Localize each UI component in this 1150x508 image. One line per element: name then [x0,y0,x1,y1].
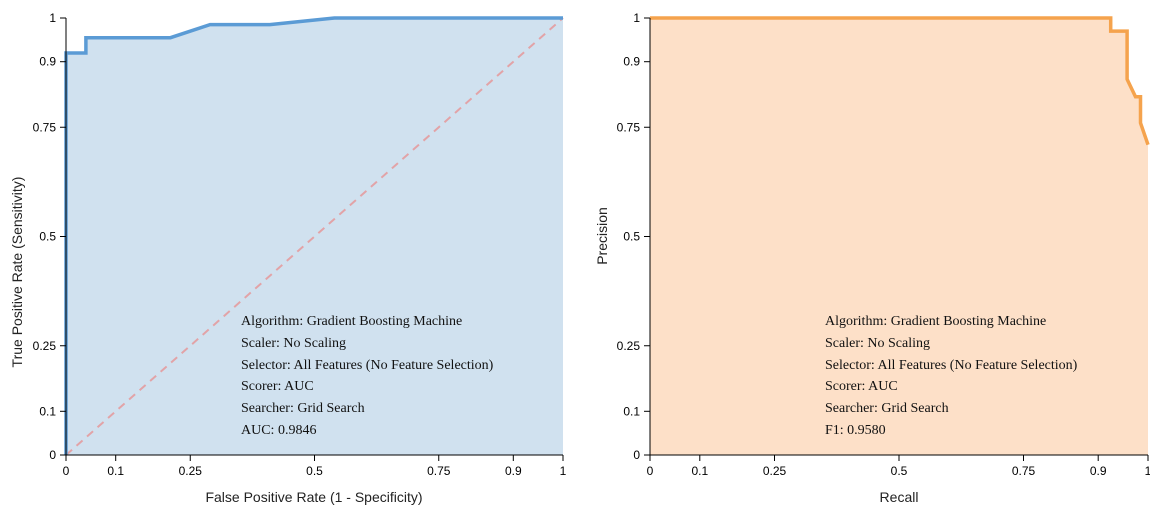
roc-annotation-algorithm: Algorithm: Gradient Boosting Machine [241,314,462,329]
pr-x-tick-label: 1 [1145,464,1150,478]
pr-annotation-block: Algorithm: Gradient Boosting Machine Sca… [825,314,1078,438]
roc-ticks: 0 0.1 0.25 0.5 0.75 0.9 1 0 0.1 0.25 0.5 0.75 0.9 1 [33,11,567,478]
pr-ticks: 0 0.1 0.25 0.5 0.75 0.9 1 0 0.1 0.25 0.5 0.75 0.9 1 [617,11,1150,478]
pr-y-tick-label: 0 [633,448,640,462]
pr-curve-line [650,16,1150,146]
roc-y-tick-label: 1 [49,11,56,25]
roc-x-tick-label: 0.1 [107,464,124,478]
pr-annotation-scorer: Scorer: AUC [825,379,898,394]
roc-x-tick-label: 0.75 [427,464,451,478]
pr-y-axis-title: Precision [594,207,610,265]
pr-x-tick-label: 0.9 [1090,464,1107,478]
roc-x-tick-label: 1 [560,464,567,478]
pr-y-tick-label: 0.9 [623,55,640,69]
pr-annotation-algorithm: Algorithm: Gradient Boosting Machine [825,314,1046,329]
pr-annotation-selector: Selector: All Features (No Feature Selec… [825,358,1078,373]
roc-annotation-selector: Selector: All Features (No Feature Selec… [241,358,494,373]
pr-y-tick-label: 0.5 [623,230,640,244]
pr-x-axis-title: Recall [880,489,919,505]
roc-y-tick-label: 0.5 [39,230,56,244]
roc-annotation-block: Algorithm: Gradient Boosting Machine Sca… [241,314,494,438]
pr-annotation-f1: F1: 0.9580 [825,423,886,438]
pr-x-tick-label: 0.75 [1012,464,1036,478]
roc-y-tick-label: 0.75 [33,120,57,134]
pr-x-tick-label: 0.5 [891,464,908,478]
pr-x-tick-label: 0.25 [763,464,787,478]
roc-chance-diagonal [65,17,564,456]
roc-y-tick-label: 0.1 [39,404,56,418]
pr-x-tick-label: 0.1 [691,464,708,478]
roc-chart: 0 0.1 0.25 0.5 0.75 0.9 1 0 0.1 0.25 0.5 0.75 0.9 1 F… [9,11,567,505]
roc-y-axis-title: True Positive Rate (Sensitivity) [9,177,25,368]
roc-y-tick-label: 0.9 [39,55,56,69]
roc-x-tick-label: 0 [63,464,70,478]
pr-y-tick-label: 0.25 [617,339,641,353]
roc-x-tick-label: 0.5 [306,464,323,478]
roc-y-tick-label: 0.25 [33,339,57,353]
roc-x-axis-title: False Positive Rate (1 - Specificity) [205,489,422,505]
pr-y-tick-label: 1 [633,11,640,25]
roc-annotation-scaler: Scaler: No Scaling [241,336,346,351]
pr-annotation-scaler: Scaler: No Scaling [825,336,930,351]
roc-annotation-searcher: Searcher: Grid Search [241,401,365,416]
roc-curve-line [64,16,563,455]
pr-y-tick-label: 0.75 [617,120,641,134]
roc-x-tick-label: 0.9 [505,464,522,478]
pr-x-tick-label: 0 [647,464,654,478]
roc-annotation-scorer: Scorer: AUC [241,379,314,394]
roc-y-tick-label: 0 [49,448,56,462]
roc-x-tick-label: 0.25 [179,464,203,478]
pr-chart: 0 0.1 0.25 0.5 0.75 0.9 1 0 0.1 0.25 0.5 0.75 0.9 1 R… [594,11,1150,505]
roc-annotation-auc: AUC: 0.9846 [241,423,316,438]
pr-annotation-searcher: Searcher: Grid Search [825,401,949,416]
pr-y-tick-label: 0.1 [623,404,640,418]
pr-area-fill [650,18,1148,455]
